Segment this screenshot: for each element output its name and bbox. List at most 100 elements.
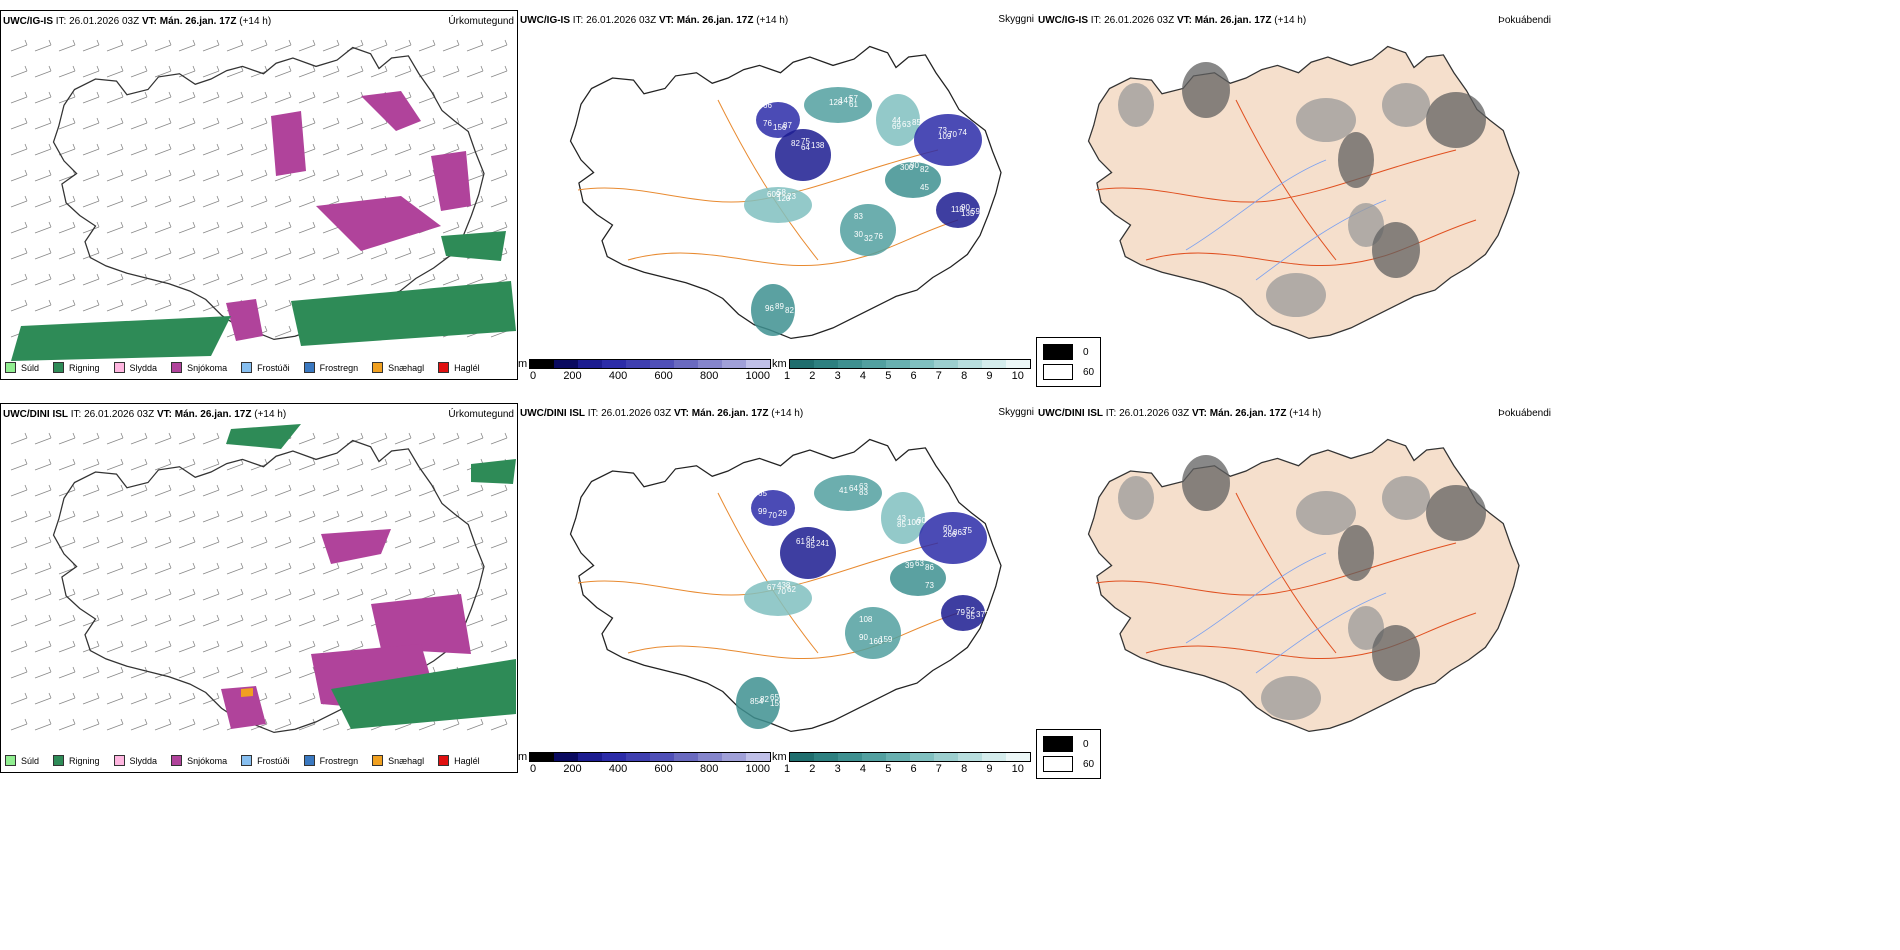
fog-area (1348, 203, 1384, 247)
fog-area (1182, 455, 1230, 511)
colorbar-cell (578, 753, 603, 761)
cloud-base-label: 41 (839, 486, 848, 495)
colorbar-tick-label: 4 (859, 763, 867, 775)
legend-label: Frostregn (319, 362, 359, 373)
cloud-area (756, 102, 800, 138)
cloud-base-label: 108 (859, 615, 873, 624)
cloud-base-label: 61 (796, 537, 805, 546)
precip-area (471, 459, 516, 484)
fog-area (1118, 83, 1154, 127)
panel-fog-row2: UWC/DINI ISL IT: 26.01.2026 03Z VT: Mán.… (1036, 403, 1554, 773)
cloud-base-label: 854 (750, 697, 764, 706)
cloud-base-label: 30 (854, 230, 863, 239)
legend-item: Frostregn (303, 755, 358, 766)
cloud-area (919, 512, 987, 564)
legend-item: Snæhagl (372, 755, 424, 766)
colorbar-cell (885, 360, 910, 368)
cloud-map: 65 85 83 85 86 266 65 108 70 159 70 241 41 100 39 863 37… (569, 438, 1002, 733)
colorbar-cell (861, 360, 886, 368)
precip-type-map (10, 424, 516, 734)
cloud-area (775, 129, 831, 181)
cloud-base-label: 65 (758, 489, 767, 498)
colorbar-tick-label: 2 (809, 763, 816, 775)
fog-map (1087, 438, 1520, 733)
panel-cloud-row2: UWC/DINI ISL IT: 26.01.2026 03Z VT: Mán.… (518, 403, 1036, 773)
legend-label: Frostúði (257, 755, 290, 766)
fog-area (1372, 625, 1420, 681)
colorbar-cell (698, 360, 723, 368)
colorbar-tick-label: 600 (654, 763, 673, 775)
colorbar-cell (837, 360, 862, 368)
cloud-base-label: 87 (783, 121, 792, 130)
legend-swatch (303, 362, 315, 373)
cloud-base-label: 266 (943, 530, 957, 539)
cloud-base-label: 65 (966, 612, 975, 621)
fog-legend-item: 60 (1043, 754, 1094, 774)
legend-swatch (372, 755, 384, 766)
precip-area (241, 688, 253, 697)
panel-fog-row1: UWC/IG-IS IT: 26.01.2026 03Z VT: Mán. 26… (1036, 10, 1554, 380)
cloud-base-label: 377 (976, 610, 990, 619)
precip-legend: Súld Rigning Slydda Snjókoma Frostúði Frostre… (5, 755, 480, 766)
cloud-map: 66 64 61 69 82 109 135 83 120 82 156 138 128 63 300 70 5… (569, 45, 1002, 340)
cloud-base-label: 120 (777, 194, 791, 203)
legend-label: Snjókoma (187, 362, 228, 373)
colorbar-tick-label: 9 (986, 370, 993, 382)
cloud-base-label: 82 (920, 165, 929, 174)
colorbar-cell (981, 360, 1006, 368)
cloud-base-label: 60 (917, 516, 926, 525)
cloud-base-label: 156 (773, 123, 787, 132)
cloud-base-label: 76 (874, 232, 883, 241)
colorbar-cell (1005, 360, 1030, 368)
cloud-area (881, 492, 925, 544)
colorbar-tick-label: 7 (935, 763, 942, 775)
legend-item: Snjókoma (171, 362, 227, 373)
colorbar-tick-label: 200 (563, 370, 582, 382)
cloud-base-label: 128 (829, 98, 843, 107)
cloud-base-label: 85 (912, 118, 921, 127)
cloud-base-label: 64 (849, 484, 858, 493)
colorbar-cell (813, 753, 838, 761)
cloud-area (840, 204, 896, 256)
cloud-base-label: 82 (760, 695, 769, 704)
cloud-base-label: 59 (971, 207, 980, 216)
cloud-base-label: 159 (879, 635, 893, 644)
cloud-base-label: 63 (915, 559, 924, 568)
colorbar-cell (626, 360, 651, 368)
precip-area (226, 299, 263, 341)
cloud-area (890, 560, 946, 596)
cloud-base-label: 138 (811, 141, 825, 150)
colorbar-tick-label: 6 (910, 763, 917, 775)
colorbar-tick-label: 5 (885, 763, 892, 775)
legend-swatch (438, 755, 450, 766)
cloud-base-label: 80 (910, 161, 919, 170)
fog-area (1426, 92, 1486, 148)
cloud-base-label: 438 (777, 581, 791, 590)
precip-area (321, 529, 391, 564)
colorbar-cell (981, 753, 1006, 761)
cloud-area (804, 87, 872, 123)
cloud-base-label: 85 (897, 520, 906, 529)
precip-area (441, 231, 506, 261)
cloud-base-label: 75 (963, 526, 972, 535)
cloud-area (876, 94, 920, 146)
cloud-area (936, 192, 980, 228)
cloud-base-label: 79 (956, 608, 965, 617)
legend-label: Slydda (129, 755, 158, 766)
cloud-area (744, 580, 812, 616)
cloud-base-label: 241 (816, 539, 830, 548)
variable-label: Úrkomutegund (448, 16, 514, 27)
colorbar-tick-label: 400 (608, 763, 628, 775)
legend-label: Snæhagl (388, 362, 425, 373)
colorbar-tick-label: 10 (1011, 370, 1024, 382)
precip-area (226, 424, 301, 449)
panel-title: UWC/DINI ISL IT: 26.01.2026 03Z VT: Mán.… (1038, 408, 1322, 419)
cloud-base-label: 863 (953, 528, 967, 537)
cloud-base-label: 90 (961, 203, 970, 212)
colorbar-tick-label: 5 (885, 370, 892, 382)
colorbar-cell (530, 360, 555, 368)
colorbar-cell (837, 753, 862, 761)
legend-label: Súld (21, 362, 40, 373)
colorbar-cell (650, 753, 675, 761)
visibility-colorbar-row2: km 1 2 3 4 5 6 7 8 9 10 (772, 751, 1031, 775)
